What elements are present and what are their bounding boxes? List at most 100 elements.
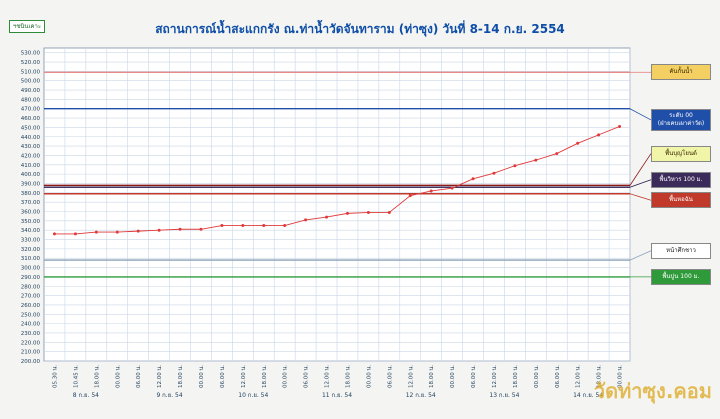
y-tick-label: 290.00 <box>21 275 41 281</box>
y-tick-label: 220.00 <box>21 340 41 346</box>
x-tick-label: 12.00 น. <box>408 365 414 388</box>
data-point <box>408 194 412 198</box>
x-tick-label: 05.30 น. <box>52 365 58 388</box>
y-tick-label: 250.00 <box>21 312 41 318</box>
day-label: 11 ก.ย. 54 <box>322 392 352 399</box>
data-point <box>199 227 203 231</box>
data-point <box>513 164 517 168</box>
y-tick-label: 280.00 <box>21 284 41 290</box>
data-point <box>178 227 182 231</box>
data-point <box>94 230 98 234</box>
data-point <box>576 141 580 145</box>
y-tick-label: 210.00 <box>21 350 41 356</box>
data-point <box>345 211 349 215</box>
day-label: 10 ก.ย. 54 <box>238 392 268 399</box>
data-point <box>534 158 538 162</box>
chart-title: สถานการณ์น้ำสะแกกรัง ณ.ท่าน้ำวัดจันทาราม… <box>155 22 565 36</box>
x-tick-label: 00.00 น. <box>115 365 121 388</box>
data-point <box>555 152 559 156</box>
data-point <box>115 230 119 234</box>
reference-label-box: พื้นวิหาร 100 ม. <box>651 171 711 188</box>
x-tick-label: 06.00 น. <box>304 365 310 388</box>
y-tick-label: 390.00 <box>21 181 41 187</box>
x-tick-label: 18.00 น. <box>178 365 184 388</box>
data-point <box>492 171 496 175</box>
y-tick-label: 270.00 <box>21 294 41 300</box>
y-tick-label: 200.00 <box>21 359 41 365</box>
corner-badge: ฯชนินเคาะ <box>9 20 45 33</box>
y-tick-label: 470.00 <box>21 107 41 113</box>
reference-label-box: คันกั้นน้ำ <box>651 64 711 81</box>
day-label: 12 ก.ย. 54 <box>406 392 436 399</box>
site-watermark: วัดท่าซุง.คอม <box>593 379 712 403</box>
legend-connector <box>629 179 652 188</box>
day-label: 14 ก.ย. 54 <box>573 392 603 399</box>
y-tick-label: 240.00 <box>21 322 41 328</box>
y-tick-label: 310.00 <box>21 256 41 262</box>
day-label: 8 ก.ย. 54 <box>73 392 99 399</box>
data-point <box>387 210 391 214</box>
x-tick-label: 06.00 น. <box>471 365 477 388</box>
y-tick-label: 490.00 <box>21 88 41 94</box>
y-tick-label: 530.00 <box>21 51 41 57</box>
x-tick-label: 00.00 น. <box>534 365 540 388</box>
legend-connector <box>629 153 652 186</box>
data-point <box>304 218 308 222</box>
x-tick-label: 00.00 น. <box>283 365 289 388</box>
x-tick-label: 12.00 น. <box>492 365 498 388</box>
x-tick-label: 12.00 น. <box>157 365 163 388</box>
x-tick-label: 06.00 น. <box>555 365 561 388</box>
day-label: 9 ก.ย. 54 <box>156 392 182 399</box>
data-point <box>366 210 370 214</box>
reference-label-box: พื้นปูน 100 ม. <box>651 268 711 285</box>
y-tick-label: 480.00 <box>21 97 41 103</box>
x-tick-label: 00.00 น. <box>199 365 205 388</box>
x-tick-label: 00.00 น. <box>450 365 456 388</box>
y-tick-label: 370.00 <box>21 200 41 206</box>
y-tick-label: 500.00 <box>21 79 41 85</box>
day-label: 13 ก.ย. 54 <box>489 392 519 399</box>
data-point <box>618 124 622 128</box>
x-tick-label: 12.00 น. <box>325 365 331 388</box>
y-tick-label: 440.00 <box>21 135 41 141</box>
y-tick-label: 360.00 <box>21 210 41 216</box>
y-tick-label: 450.00 <box>21 125 41 131</box>
y-tick-label: 230.00 <box>21 331 41 337</box>
series-line <box>54 126 620 235</box>
legend-connector <box>629 108 652 121</box>
x-tick-label: 18.00 น. <box>94 365 100 388</box>
data-point <box>52 232 56 236</box>
data-point <box>73 232 77 236</box>
y-tick-label: 430.00 <box>21 144 41 150</box>
legend-connector <box>629 250 652 261</box>
x-tick-label: 06.00 น. <box>387 365 393 388</box>
x-tick-label: 18.00 น. <box>597 365 603 388</box>
x-tick-label: 00.00 น. <box>618 365 624 388</box>
data-point <box>136 229 140 233</box>
y-tick-label: 300.00 <box>21 266 41 272</box>
data-point <box>325 215 329 219</box>
y-tick-label: 380.00 <box>21 191 41 197</box>
reference-label-box: หน้าศึกชาว <box>651 242 711 259</box>
data-point <box>241 224 245 228</box>
y-tick-label: 520.00 <box>21 60 41 66</box>
reference-label-box: ระดับ 00 (ฝ่ายคบเผาค่าวัด) <box>651 108 711 131</box>
y-tick-label: 400.00 <box>21 172 41 178</box>
data-point <box>471 177 475 181</box>
x-tick-label: 18.00 น. <box>429 365 435 388</box>
data-point <box>450 186 454 190</box>
data-point <box>597 133 601 137</box>
x-tick-label: 12.00 น. <box>576 365 582 388</box>
y-tick-label: 460.00 <box>21 116 41 122</box>
reference-label-box: พื้นหอฉัน <box>651 192 711 209</box>
y-tick-label: 510.00 <box>21 69 41 75</box>
y-tick-label: 420.00 <box>21 153 41 159</box>
x-tick-label: 06.00 น. <box>220 365 226 388</box>
data-point <box>262 224 266 228</box>
data-point <box>220 224 224 228</box>
x-tick-label: 06.00 น. <box>136 365 142 388</box>
x-tick-label: 18.00 น. <box>262 365 268 388</box>
y-tick-label: 330.00 <box>21 238 41 244</box>
data-point <box>157 228 161 232</box>
